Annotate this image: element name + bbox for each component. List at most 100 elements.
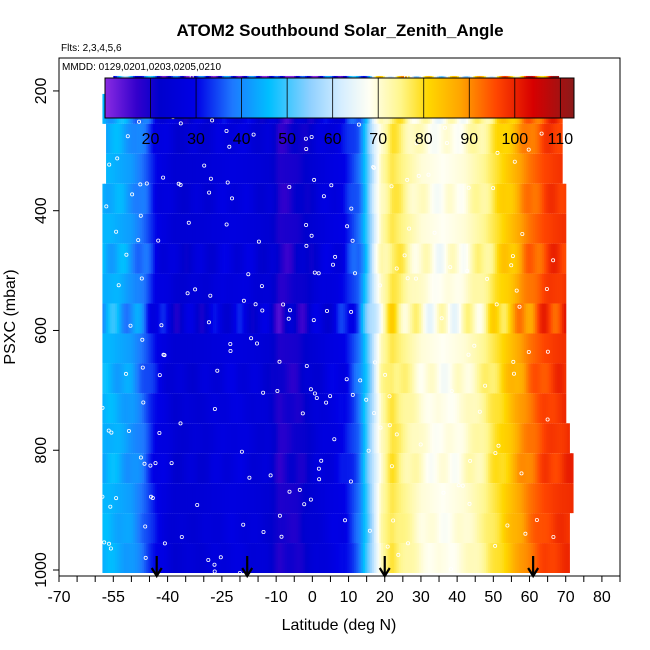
heatmap-cell: [460, 543, 464, 573]
sample-point: [116, 283, 121, 288]
heatmap-cell: [509, 333, 513, 364]
heatmap-cell: [162, 243, 165, 274]
heatmap-cell: [205, 273, 208, 304]
heatmap-cell: [359, 243, 362, 274]
heatmap-cell: [111, 393, 114, 424]
heatmap-cell: [509, 423, 513, 454]
heatmap-cell: [162, 483, 165, 514]
heatmap-cell: [243, 303, 246, 334]
heatmap-cell: [507, 513, 511, 544]
heatmap-cell: [428, 213, 431, 244]
heatmap-cell: [162, 153, 165, 184]
heatmap-cell: [453, 423, 456, 454]
heatmap-cell: [531, 303, 534, 334]
heatmap-cell: [533, 363, 536, 394]
heatmap-cell: [464, 153, 467, 184]
heatmap-cell: [493, 513, 496, 544]
heatmap-cell: [292, 363, 295, 394]
heatmap-cell: [518, 453, 522, 484]
heatmap-cell: [520, 333, 523, 364]
heatmap-cell: [212, 393, 216, 424]
heatmap-cell: [321, 303, 324, 334]
heatmap-cell: [511, 423, 514, 454]
heatmap-cell: [209, 543, 212, 573]
heatmap-cell: [288, 513, 292, 544]
heatmap-cell: [189, 153, 192, 184]
heatmap-cell: [138, 393, 142, 424]
x-tick-label: -55: [102, 589, 125, 606]
heatmap-cell: [102, 273, 105, 304]
heatmap-cell: [201, 303, 205, 334]
heatmap-cell: [310, 333, 313, 364]
heatmap-cell: [368, 183, 371, 214]
heatmap-cell: [562, 513, 565, 544]
heatmap-cell: [290, 543, 294, 573]
sample-point: [206, 558, 211, 563]
heatmap-cell: [180, 393, 183, 424]
heatmap-cell: [422, 243, 426, 274]
heatmap-cell: [536, 393, 540, 424]
heatmap-cell: [395, 513, 399, 544]
heatmap-cell: [424, 483, 427, 514]
heatmap-cell: [410, 423, 413, 454]
heatmap-cell: [294, 273, 297, 304]
heatmap-cell: [243, 123, 246, 154]
sample-point: [526, 147, 531, 152]
heatmap-cell: [502, 513, 505, 544]
heatmap-cell: [330, 123, 333, 154]
heatmap-cell: [419, 543, 422, 573]
heatmap-cell: [487, 363, 491, 394]
heatmap-cell: [138, 303, 142, 334]
heatmap-cell: [109, 543, 113, 573]
heatmap-cell: [169, 303, 172, 334]
heatmap-cell: [446, 303, 449, 334]
heatmap-cell: [372, 363, 375, 394]
latitude-arrow: [150, 556, 163, 579]
heatmap-cell: [241, 333, 245, 364]
heatmap-cell: [567, 423, 570, 454]
heatmap-cell: [462, 153, 465, 184]
heatmap-cell: [135, 153, 138, 184]
heatmap-cell: [277, 423, 281, 454]
heatmap-cell: [173, 303, 176, 334]
heatmap-cell: [216, 423, 219, 454]
heatmap-cell: [230, 153, 234, 184]
heatmap-cell: [194, 273, 198, 304]
heatmap-cell: [258, 513, 261, 544]
heatmap-cell: [259, 393, 263, 424]
sample-point: [304, 243, 309, 248]
heatmap-cell: [444, 453, 447, 484]
heatmap-cell: [543, 213, 547, 244]
heatmap-cell: [339, 183, 342, 214]
heatmap-cell: [191, 483, 194, 514]
heatmap-cell: [375, 393, 379, 424]
heatmap-cell: [413, 333, 417, 364]
heatmap-cell: [352, 153, 355, 184]
heatmap-cell: [176, 123, 180, 154]
heatmap-cell: [357, 513, 361, 544]
heatmap-cell: [335, 423, 339, 454]
heatmap-cell: [230, 363, 234, 394]
heatmap-cell: [285, 123, 288, 154]
heatmap-cell: [133, 333, 136, 364]
heatmap-cell: [433, 453, 437, 484]
heatmap-cell: [165, 153, 169, 184]
heatmap-cell: [319, 303, 322, 334]
heatmap-cell: [303, 423, 306, 454]
heatmap-cell: [451, 483, 455, 514]
heatmap-cell: [527, 423, 531, 454]
heatmap-cell: [534, 153, 538, 184]
heatmap-cell: [404, 183, 408, 214]
heatmap-cell: [111, 303, 114, 334]
heatmap-cell: [299, 483, 303, 514]
heatmap-cell: [151, 483, 154, 514]
heatmap-cell: [265, 423, 268, 454]
heatmap-cell: [390, 303, 393, 334]
sample-point: [304, 363, 309, 368]
sample-point: [212, 562, 217, 567]
heatmap-cell: [491, 123, 494, 154]
heatmap-cell: [263, 273, 266, 304]
heatmap-cell: [116, 183, 120, 214]
heatmap-cell: [370, 453, 373, 484]
heatmap-cell: [344, 453, 348, 484]
